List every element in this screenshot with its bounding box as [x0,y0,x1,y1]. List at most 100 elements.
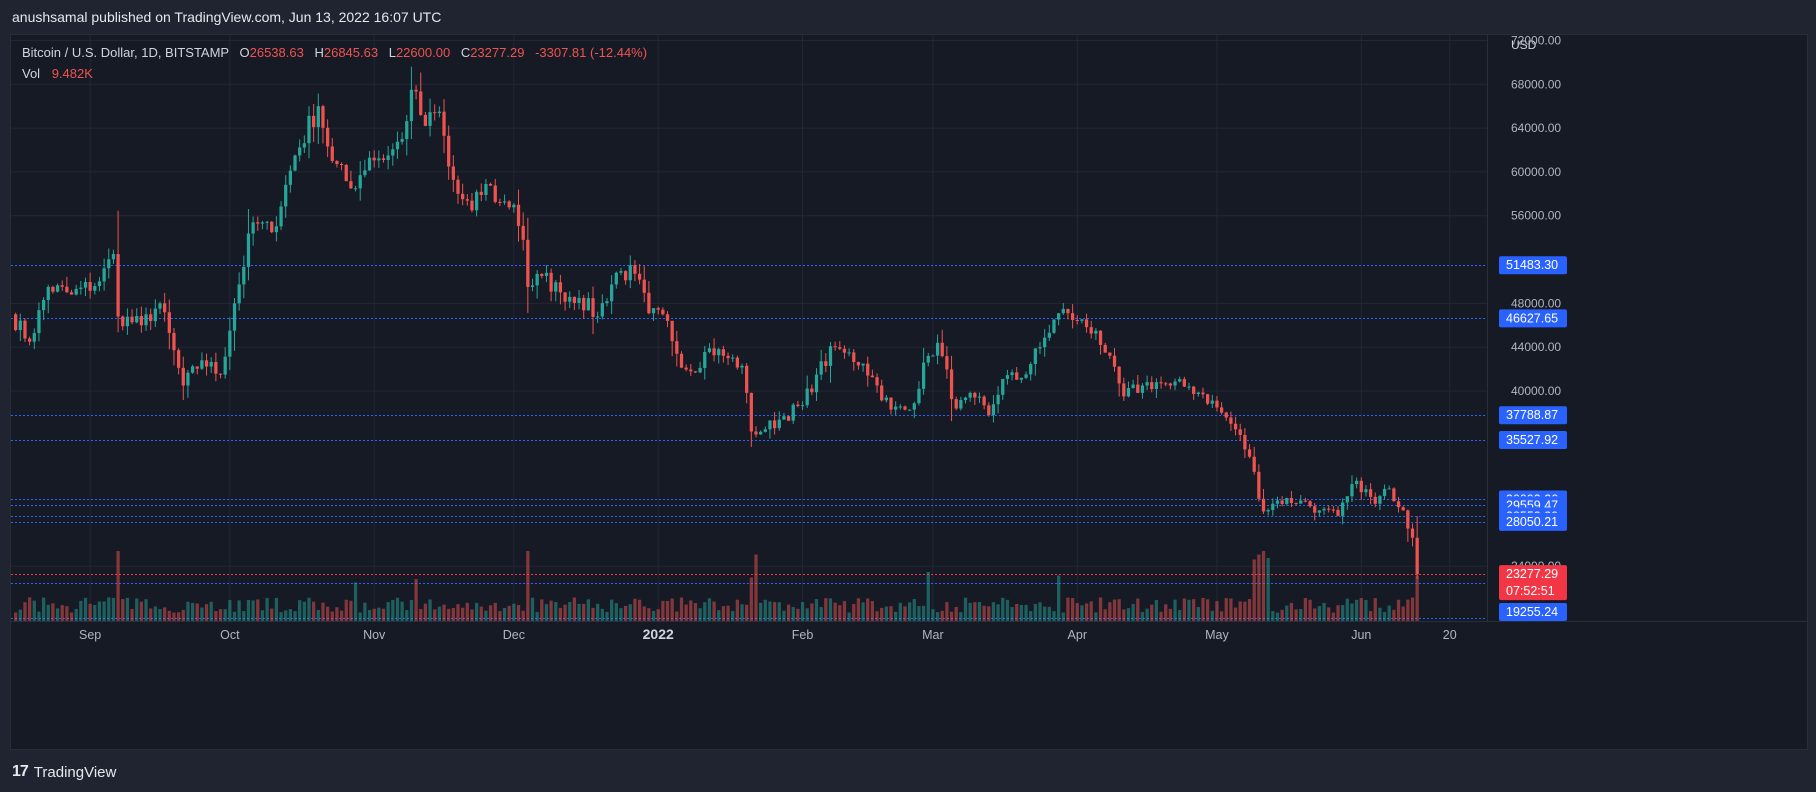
candle-body [1178,379,1182,382]
volume-bar [1098,597,1103,621]
volume-bar [1080,605,1084,621]
volume-bar [111,597,116,621]
candle-body [46,286,50,301]
volume-bar [1112,599,1117,621]
volume-bar [1215,601,1219,621]
candle-body [772,420,777,429]
candle-body [703,352,707,368]
candle-body [1066,308,1070,314]
volume-bar [1373,598,1377,621]
candle-body [1187,386,1191,388]
candle-body [912,403,916,410]
volume-bar [1210,610,1214,621]
volume-bar [605,611,609,621]
candle-body [921,362,926,389]
candle-body [1331,509,1335,511]
candle-body [1094,330,1098,334]
candle-body [1275,500,1280,504]
chart-frame[interactable]: USD 72000.00 68000.00 64000.00 60000.00 56000… [10,34,1808,750]
candle-body [745,365,749,393]
volume-bar [1108,602,1112,621]
legend-low-label: L [388,45,396,60]
volume-bar [167,610,171,621]
volume-bar [651,610,656,621]
volume-bar [288,609,292,621]
volume-bar [554,602,558,621]
volume-bar [842,601,847,621]
candle-body [200,360,204,369]
volume-bar [125,597,130,621]
volume-bar [870,600,875,621]
candle-body [568,296,572,302]
candle-body [1289,497,1294,503]
volume-bar [866,598,870,621]
candle-body [880,385,884,401]
candle-body [1266,510,1270,512]
candle-body [1159,382,1163,384]
price-label-box [1499,512,1567,531]
volume-bar [1238,601,1242,621]
volume-bar [1010,607,1014,621]
candle-body [791,404,795,421]
volume-bar [186,601,190,621]
volume-bar [1247,599,1252,621]
y-tick-label: 72000.00 [1511,35,1561,47]
volume-bar [237,600,241,621]
candle-body [735,357,739,368]
candle-body [1043,337,1047,348]
candle-body [866,363,870,376]
candle-body [633,265,637,274]
candle-body [786,416,791,421]
candle-body [963,397,968,401]
volume-bar [349,600,353,621]
y-tick-label: 60000.00 [1511,165,1561,179]
volume-bar [512,603,516,621]
candle-body [1368,489,1373,497]
y-tick-label: 44000.00 [1511,340,1561,354]
volume-bar [693,603,698,621]
volume-bar [479,606,483,621]
volume-bar [144,599,148,621]
horizontal-lines [11,265,1487,619]
candle-body [400,139,404,142]
candle-body [274,226,279,233]
volume-bar [796,608,800,621]
candle-body [1261,498,1266,512]
candle-body [968,392,972,398]
candle-body [1243,434,1247,450]
volume-bar [1303,598,1308,621]
candle-body [1164,383,1168,385]
candle-body [549,272,553,292]
volume-bar [633,598,637,621]
volume-bar [55,608,60,621]
candle-body [479,191,483,196]
candle-body [1271,503,1275,511]
volume-bar [963,597,968,621]
candle-body [484,183,488,196]
candle-body [79,287,83,289]
candle-body [451,166,455,180]
legend-open-label: O [239,45,250,60]
volume-bar [572,597,577,621]
volume-bar [1150,604,1154,621]
volume-bar [814,599,819,621]
candle-body [51,286,55,292]
volume-bar [1294,609,1298,621]
candle-body [665,314,670,321]
candle-body [535,273,539,286]
candle-body [1061,308,1065,314]
candle-body [623,271,628,281]
candle-body [1075,320,1079,322]
volume-bar [703,602,707,621]
volume-bar [642,606,646,621]
x-tick-label: 2022 [643,626,674,642]
candle-body [1112,355,1117,367]
volume-bar [265,597,269,621]
volume-bar [665,600,670,621]
volume-bar [800,602,805,621]
volume-bar [395,597,400,621]
volume-bar [242,610,246,621]
volume-bar [97,601,102,621]
candle-body [754,431,758,435]
